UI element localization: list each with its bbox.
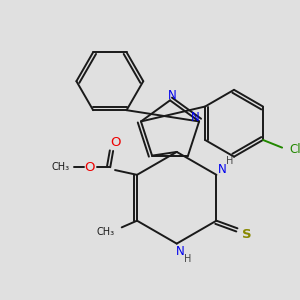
Text: CH₃: CH₃: [52, 162, 70, 172]
Text: O: O: [110, 136, 120, 149]
Text: Cl: Cl: [290, 143, 300, 156]
Text: H: H: [184, 254, 192, 264]
Text: N: N: [191, 111, 200, 124]
Text: O: O: [84, 161, 94, 174]
Text: CH₃: CH₃: [96, 227, 115, 237]
Text: N: N: [176, 245, 185, 258]
Text: N: N: [218, 163, 226, 176]
Text: S: S: [242, 228, 252, 241]
Text: H: H: [226, 157, 233, 166]
Text: N: N: [168, 89, 176, 102]
